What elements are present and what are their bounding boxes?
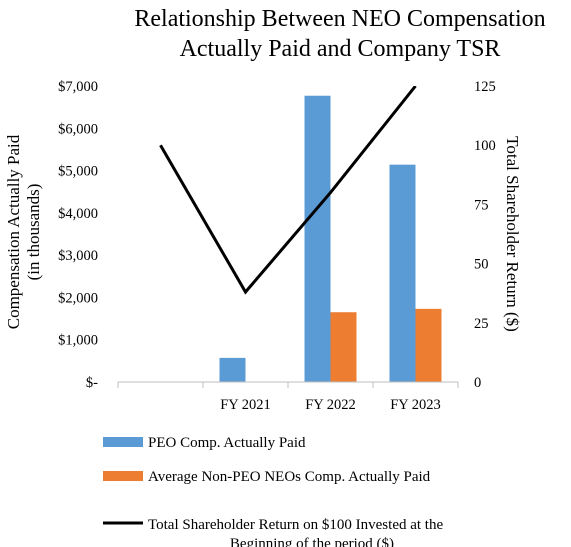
x-tick-label: FY 2021 (220, 397, 271, 413)
y-tick-label: $3,000 (58, 248, 98, 264)
y2-tick-label: 100 (474, 138, 496, 154)
legend-label-series2-line1: Total Shareholder Return on $100 Investe… (148, 517, 443, 533)
legend-label-series1: Average Non-PEO NEOs Comp. Actually Paid (148, 469, 431, 485)
x-tick-label: FY 2022 (305, 397, 356, 413)
bar-series0-3 (389, 164, 416, 382)
chart-title-line-1: Relationship Between NEO Compensation (134, 6, 545, 32)
legend-swatch-series0 (103, 437, 143, 447)
chart-title-line-2: Actually Paid and Company TSR (180, 36, 501, 62)
y-tick-label: $- (86, 375, 98, 391)
legend-label-series0: PEO Comp. Actually Paid (148, 435, 306, 451)
bar-series0-1 (219, 357, 246, 382)
y2-tick-label: 50 (474, 257, 489, 273)
bar-series1-2 (330, 312, 357, 382)
y-tick-label: $1,000 (58, 333, 98, 349)
y-tick-label: $4,000 (58, 206, 98, 222)
y-tick-label: $6,000 (58, 121, 98, 137)
y2-tick-label: 0 (474, 375, 481, 391)
legend-swatch-series1 (103, 471, 143, 481)
y2-tick-label: 25 (474, 316, 489, 332)
legend-label-series2-line2: Beginning of the period ($) (230, 536, 394, 547)
y2-tick-label: 75 (474, 197, 489, 213)
line-series2 (159, 86, 417, 295)
bar-series1-3 (415, 308, 442, 382)
y-tick-label: $5,000 (58, 164, 98, 180)
bar-series0-2 (304, 95, 331, 383)
y-tick-label: $2,000 (58, 290, 98, 306)
legend: PEO Comp. Actually Paid Average Non-PEO N… (103, 435, 443, 547)
y-axis-title-line-2: (in thousands) (24, 184, 43, 281)
y2-axis-title: Total Shareholder Return ($) (503, 136, 522, 332)
plot-area: $- $1,000 $2,000 $3,000 $4,000 $5,000 $6,000 $7… (58, 79, 496, 413)
y-tick-label: $7,000 (58, 79, 98, 95)
y-axis-title-line-1: Compensation Actually Paid (4, 134, 23, 329)
x-tick-label: FY 2023 (390, 397, 441, 413)
y2-tick-label: 125 (474, 79, 496, 95)
